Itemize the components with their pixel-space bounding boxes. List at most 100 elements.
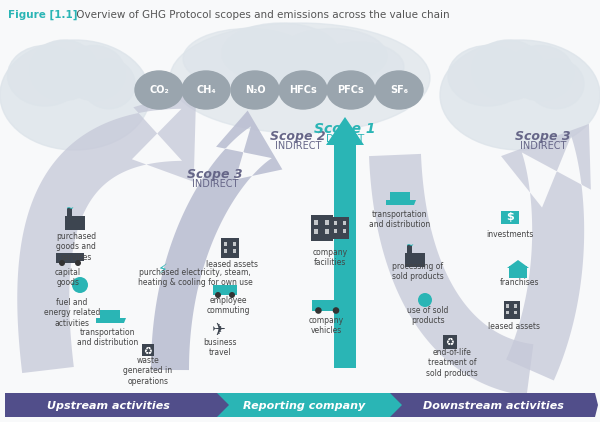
Text: end-of-life
treatment of
sold products: end-of-life treatment of sold products xyxy=(426,348,478,378)
Bar xyxy=(506,304,509,308)
Ellipse shape xyxy=(7,46,83,106)
Text: DIRECT: DIRECT xyxy=(326,134,364,144)
Bar xyxy=(100,310,120,318)
Polygon shape xyxy=(369,154,533,396)
Bar xyxy=(311,215,333,241)
Text: Figure [1.1]: Figure [1.1] xyxy=(8,10,77,20)
Bar xyxy=(76,253,84,261)
Text: transportation
and distribution: transportation and distribution xyxy=(77,328,139,347)
Polygon shape xyxy=(17,88,196,373)
Bar xyxy=(314,220,318,225)
Polygon shape xyxy=(326,117,364,368)
Text: ~: ~ xyxy=(66,204,74,214)
Bar xyxy=(325,220,329,225)
Text: Scope 3: Scope 3 xyxy=(187,168,243,181)
Text: Downstream activities: Downstream activities xyxy=(422,401,563,411)
Bar xyxy=(501,211,519,224)
Ellipse shape xyxy=(83,59,135,109)
Ellipse shape xyxy=(528,59,584,109)
Polygon shape xyxy=(501,124,591,381)
Polygon shape xyxy=(5,393,598,417)
Bar xyxy=(405,253,425,267)
Text: capital
goods: capital goods xyxy=(55,268,81,287)
Bar xyxy=(334,300,343,308)
Circle shape xyxy=(229,292,235,298)
Bar xyxy=(67,208,72,220)
Text: CH₄: CH₄ xyxy=(196,85,216,95)
Text: PFCs: PFCs xyxy=(338,85,364,95)
Circle shape xyxy=(72,277,88,293)
Bar xyxy=(514,304,517,308)
Polygon shape xyxy=(386,200,416,205)
Text: transportation
and distribution: transportation and distribution xyxy=(370,210,431,230)
Text: employee
commuting: employee commuting xyxy=(206,296,250,315)
Text: use of sold
products: use of sold products xyxy=(407,306,449,325)
Text: franchises: franchises xyxy=(500,278,540,287)
Polygon shape xyxy=(151,111,283,370)
Bar xyxy=(233,249,236,253)
Text: waste
generated in
operations: waste generated in operations xyxy=(124,356,173,386)
Polygon shape xyxy=(507,260,529,268)
Text: SF₆: SF₆ xyxy=(390,85,408,95)
Bar xyxy=(224,249,227,253)
Text: ♻: ♻ xyxy=(446,337,454,347)
Text: N₂O: N₂O xyxy=(245,85,265,95)
Text: Reporting company: Reporting company xyxy=(243,401,365,411)
Text: ✈: ✈ xyxy=(211,321,225,339)
Text: business
travel: business travel xyxy=(203,338,237,357)
Text: Scope 1: Scope 1 xyxy=(314,122,376,136)
Text: Overview of GHG Protocol scopes and emissions across the value chain: Overview of GHG Protocol scopes and emis… xyxy=(73,10,449,20)
Bar xyxy=(407,245,412,257)
Text: INDIRECT: INDIRECT xyxy=(192,179,238,189)
Bar xyxy=(233,242,236,246)
Bar xyxy=(213,285,237,295)
Circle shape xyxy=(215,292,221,298)
Ellipse shape xyxy=(472,40,544,100)
Ellipse shape xyxy=(231,71,279,109)
Text: HFCs: HFCs xyxy=(289,85,317,95)
Circle shape xyxy=(59,260,65,266)
Text: company
vehicles: company vehicles xyxy=(308,316,344,335)
Ellipse shape xyxy=(440,40,600,150)
Text: company
facilities: company facilities xyxy=(313,248,347,268)
Bar xyxy=(343,221,346,225)
Text: ~: ~ xyxy=(406,241,414,251)
Ellipse shape xyxy=(375,71,423,109)
Text: INDIRECT: INDIRECT xyxy=(520,141,566,151)
Polygon shape xyxy=(217,393,402,417)
Ellipse shape xyxy=(222,23,339,84)
Text: Scope 2: Scope 2 xyxy=(270,130,326,143)
Bar xyxy=(142,344,154,356)
Bar xyxy=(390,192,410,200)
Text: leased assets: leased assets xyxy=(488,322,540,331)
Text: investments: investments xyxy=(487,230,533,239)
Circle shape xyxy=(332,307,340,314)
Text: fuel and
energy related
activities: fuel and energy related activities xyxy=(44,298,100,328)
Ellipse shape xyxy=(182,71,230,109)
Ellipse shape xyxy=(278,29,387,84)
Bar xyxy=(509,266,527,278)
Ellipse shape xyxy=(313,42,404,92)
Bar xyxy=(514,311,517,314)
Bar xyxy=(325,229,329,234)
Ellipse shape xyxy=(279,71,327,109)
Ellipse shape xyxy=(448,46,528,106)
Ellipse shape xyxy=(30,40,97,100)
Circle shape xyxy=(418,293,432,307)
Bar xyxy=(504,301,520,319)
Circle shape xyxy=(315,307,322,314)
Circle shape xyxy=(75,260,81,266)
Ellipse shape xyxy=(327,71,375,109)
Bar xyxy=(314,229,318,234)
Text: CO₂: CO₂ xyxy=(149,85,169,95)
Bar xyxy=(343,229,346,233)
Text: INDIRECT: INDIRECT xyxy=(275,141,321,151)
Text: processing of
sold products: processing of sold products xyxy=(392,262,444,281)
Ellipse shape xyxy=(183,29,313,89)
Text: $: $ xyxy=(506,212,514,222)
Bar xyxy=(221,238,239,258)
Text: ⚡: ⚡ xyxy=(158,263,168,277)
Ellipse shape xyxy=(0,40,150,150)
Bar xyxy=(331,217,349,239)
Bar xyxy=(334,221,337,225)
